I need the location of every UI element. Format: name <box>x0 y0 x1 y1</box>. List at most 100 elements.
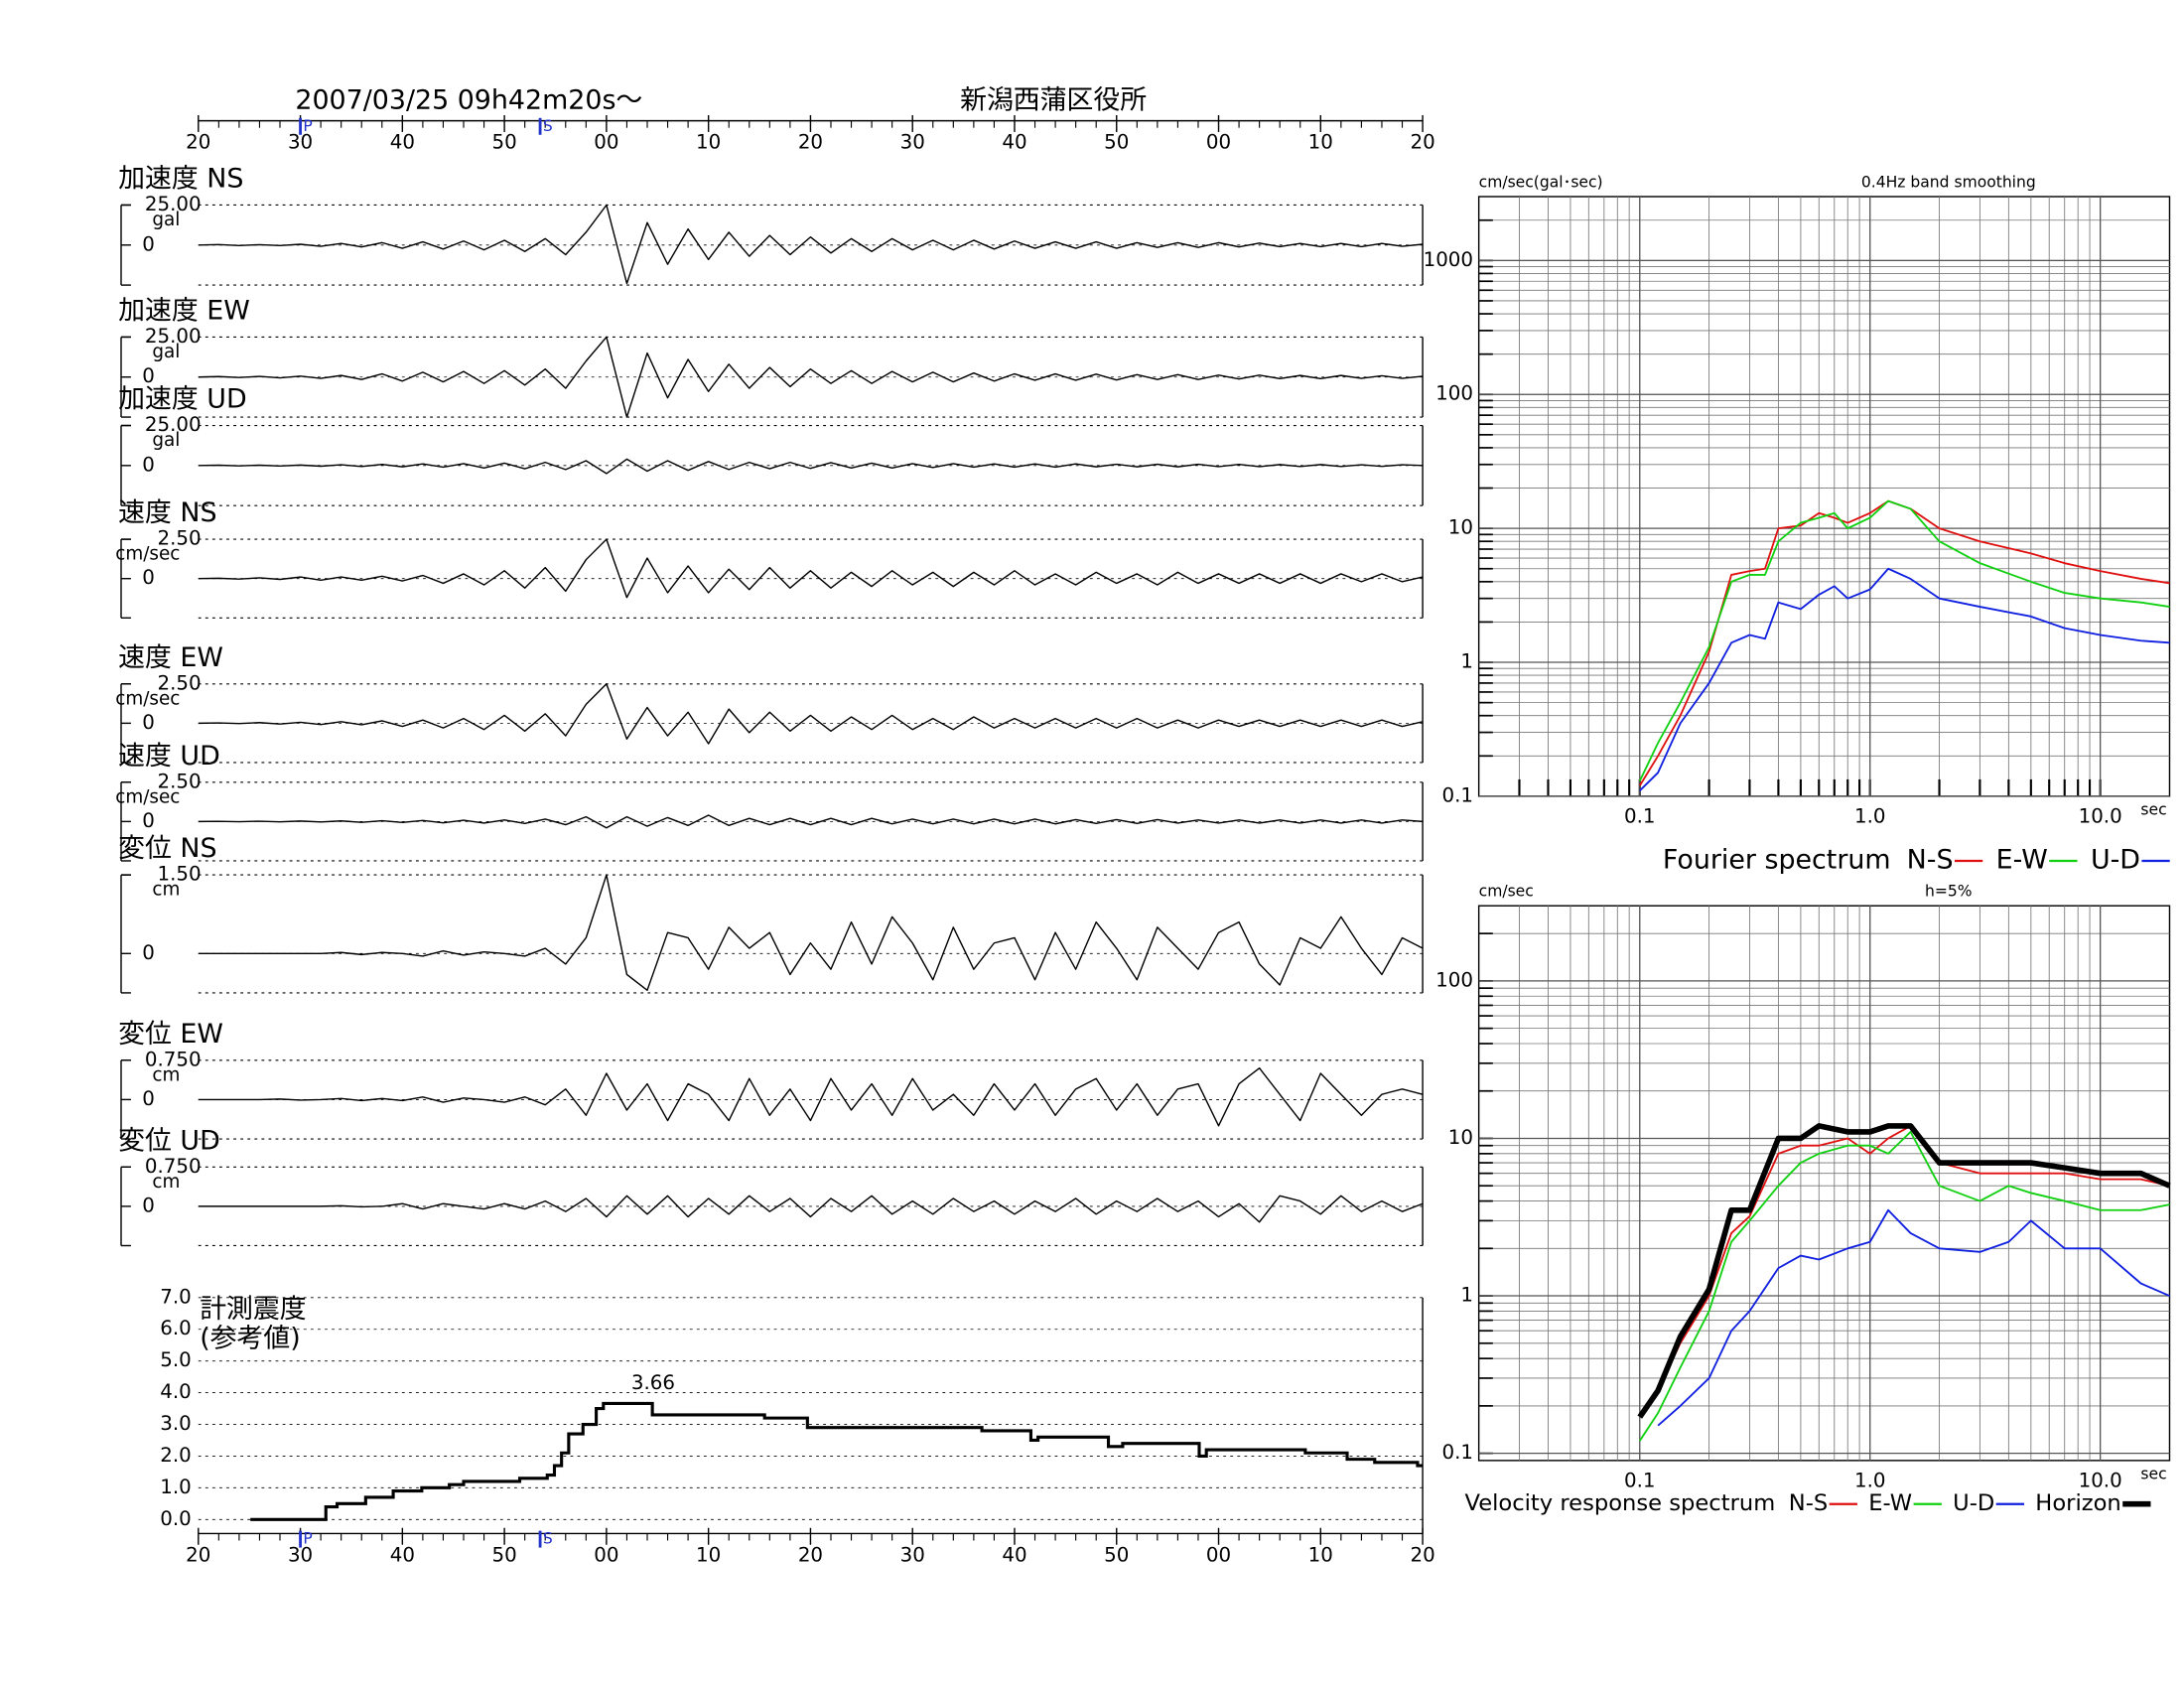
spectrum-line <box>1639 1124 2170 1418</box>
panel-title: 加速度 UD <box>118 384 246 415</box>
time-tick-label: 00 <box>1206 1544 1231 1567</box>
y-axis-label: cm/sec <box>1479 883 1534 901</box>
y-tick-label: 100 <box>1435 382 1473 405</box>
spectrum-line <box>1639 567 2170 791</box>
y-tick-label: 0.1 <box>1442 783 1473 806</box>
y-tick-label: 10 <box>1448 516 1473 539</box>
phase-marker-label: P <box>303 117 312 135</box>
x-tick-label: 0.1 <box>1624 1470 1655 1492</box>
intensity-title: 計測震度 <box>200 1294 306 1325</box>
time-tick-label: 30 <box>288 1544 313 1567</box>
phase-marker-label: P <box>303 1530 312 1548</box>
time-tick-label: 00 <box>594 131 618 154</box>
chart-note: h=5% <box>1925 883 1973 901</box>
phase-marker-label: S <box>543 117 553 135</box>
waveform-trace <box>198 538 1424 599</box>
panel-title: 速度 EW <box>118 642 223 673</box>
x-tick-label: 10.0 <box>2079 1470 2122 1492</box>
x-axis-label: sec <box>2140 801 2166 819</box>
legend-title: Fourier spectrum <box>1663 844 1891 875</box>
waveform-trace <box>198 204 1424 285</box>
y-tick-label: 5.0 <box>160 1348 191 1371</box>
peak-label: 3.66 <box>631 1371 675 1394</box>
y-tick-label: 25.00 <box>145 325 202 348</box>
intensity-curve <box>250 1401 1424 1521</box>
time-tick-label: 50 <box>492 1544 517 1567</box>
legend-label: U-D <box>1953 1490 1994 1516</box>
time-tick-label: 10 <box>1308 131 1333 154</box>
chart-note: 0.4Hz band smoothing <box>1861 173 2036 191</box>
y-tick-label: 1 <box>1460 650 1473 673</box>
time-tick-label: 20 <box>1410 131 1434 154</box>
y-tick-label: 0.0 <box>160 1507 191 1530</box>
panel-unit: cm/sec <box>115 688 180 709</box>
time-tick-label: 20 <box>1410 1544 1434 1567</box>
time-tick-label: 30 <box>900 1544 925 1567</box>
y-tick-label: 0 <box>142 1194 155 1216</box>
y-tick-label: 0.750 <box>145 1155 202 1178</box>
panel-title: 変位 EW <box>118 1019 223 1050</box>
y-tick-label: 7.0 <box>160 1285 191 1308</box>
panel-title: 加速度 NS <box>118 164 243 195</box>
time-tick-label: 40 <box>390 131 415 154</box>
legend-label: E-W <box>1868 1490 1912 1516</box>
spectrum-line <box>1657 1208 2170 1427</box>
y-axis-label: cm/sec(gal･sec) <box>1479 173 1603 191</box>
waveform-trace <box>198 336 1424 418</box>
station-name: 新潟西蒲区役所 <box>960 84 1147 115</box>
spectrum-line <box>1638 1130 2170 1442</box>
y-tick-label: 25.00 <box>145 193 202 215</box>
record-time: 2007/03/25 09h42m20s〜 <box>295 84 642 115</box>
legend-label: E-W <box>1996 844 2048 875</box>
y-tick-label: 0.1 <box>1442 1441 1473 1464</box>
time-tick-label: 30 <box>900 131 925 154</box>
phase-marker-label: S <box>543 1530 553 1548</box>
y-tick-label: 1.50 <box>158 863 202 886</box>
x-tick-label: 1.0 <box>1854 805 1885 828</box>
waveform-trace <box>198 683 1424 745</box>
time-tick-label: 20 <box>798 131 823 154</box>
y-tick-label: 1.0 <box>160 1476 191 1498</box>
waveform-trace <box>198 874 1424 991</box>
panel-title: 変位 UD <box>118 1125 220 1156</box>
waveform-trace <box>198 1067 1424 1127</box>
waveform-trace <box>198 1195 1424 1223</box>
panel-unit: cm <box>152 880 180 901</box>
panel-unit: cm/sec <box>115 786 180 807</box>
x-tick-label: 10.0 <box>2079 805 2122 828</box>
y-tick-label: 0 <box>142 453 155 476</box>
y-tick-label: 3.0 <box>160 1412 191 1435</box>
time-tick-label: 30 <box>288 131 313 154</box>
time-tick-label: 20 <box>186 1544 210 1567</box>
time-tick-label: 20 <box>186 131 210 154</box>
y-tick-label: 0 <box>142 364 155 387</box>
panel-unit: cm <box>152 1064 180 1085</box>
y-tick-label: 0 <box>142 566 155 589</box>
waveform-trace <box>198 814 1424 829</box>
x-tick-label: 0.1 <box>1624 805 1655 828</box>
time-tick-label: 20 <box>798 1544 823 1567</box>
legend-title: Velocity response spectrum <box>1464 1490 1775 1516</box>
time-tick-label: 50 <box>1104 1544 1129 1567</box>
spectrum-line <box>1638 499 2170 781</box>
spectrum-line <box>1637 1123 2171 1419</box>
y-tick-label: 1000 <box>1424 248 1473 271</box>
y-tick-label: 0 <box>142 232 155 255</box>
legend-label: Horizon <box>2035 1490 2120 1516</box>
y-tick-label: 0 <box>142 809 155 832</box>
y-tick-label: 2.50 <box>158 770 202 792</box>
panel-unit: gal <box>152 210 180 230</box>
time-tick-label: 00 <box>594 1544 618 1567</box>
y-tick-label: 1 <box>1460 1284 1473 1307</box>
legend-label: N-S <box>1789 1490 1828 1516</box>
x-tick-label: 1.0 <box>1854 1470 1885 1492</box>
y-tick-label: 2.50 <box>158 671 202 694</box>
time-tick-label: 40 <box>390 1544 415 1567</box>
panel-unit: cm <box>152 1172 180 1193</box>
legend-label: U-D <box>2091 844 2140 875</box>
y-tick-label: 25.00 <box>145 413 202 436</box>
x-axis-label: sec <box>2140 1466 2166 1483</box>
y-tick-label: 0 <box>142 711 155 734</box>
